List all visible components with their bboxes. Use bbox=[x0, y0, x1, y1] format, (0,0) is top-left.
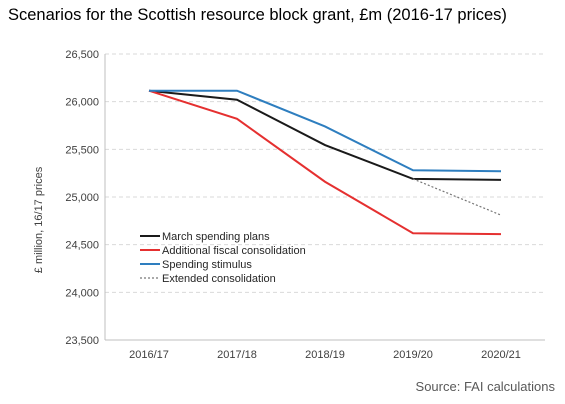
series-line-2 bbox=[149, 89, 502, 173]
y-tick-label: 24,000 bbox=[65, 287, 99, 299]
source-note: Source: FAI calculations bbox=[415, 379, 555, 394]
y-tick-label: 25,500 bbox=[65, 144, 99, 156]
legend-label: Spending stimulus bbox=[162, 259, 252, 271]
axes bbox=[104, 54, 545, 341]
grid-lines bbox=[105, 53, 545, 293]
series-line-0 bbox=[148, 89, 502, 181]
chart-title: Scenarios for the Scottish resource bloc… bbox=[8, 6, 507, 24]
x-tick-label: 2017/18 bbox=[217, 349, 257, 361]
x-tick-labels: 2016/17 2017/18 2018/19 2019/20 2020/21 bbox=[129, 349, 521, 361]
y-tick-label: 23,500 bbox=[65, 335, 99, 347]
y-tick-labels: 23,500 24,000 24,500 25,000 25,500 26,000 26,5… bbox=[65, 49, 99, 347]
series-lines bbox=[148, 89, 502, 236]
x-tick-label: 2016/17 bbox=[129, 349, 169, 361]
legend: March spending plans Additional fiscal co… bbox=[140, 231, 306, 285]
legend-label: Additional fiscal consolidation bbox=[162, 245, 306, 257]
y-tick-label: 26,000 bbox=[65, 97, 99, 109]
x-tick-label: 2020/21 bbox=[481, 349, 521, 361]
y-tick-label: 24,500 bbox=[65, 240, 99, 252]
y-axis-label: £ million, 16/17 prices bbox=[33, 166, 45, 273]
y-tick-label: 25,000 bbox=[65, 192, 99, 204]
x-tick-label: 2018/19 bbox=[305, 349, 345, 361]
legend-label: Extended consolidation bbox=[162, 273, 276, 285]
legend-label: March spending plans bbox=[162, 231, 270, 243]
y-tick-label: 26,500 bbox=[65, 49, 99, 61]
series-line-1 bbox=[148, 89, 502, 236]
x-tick-label: 2019/20 bbox=[393, 349, 433, 361]
